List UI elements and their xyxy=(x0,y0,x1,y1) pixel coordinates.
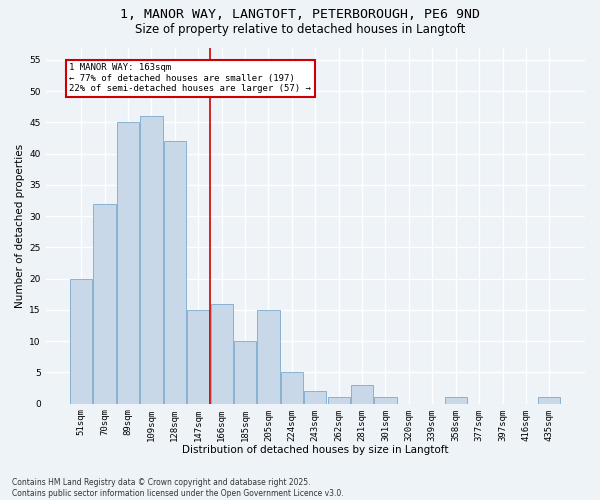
Bar xyxy=(94,204,116,404)
Bar xyxy=(117,122,139,404)
Text: Contains HM Land Registry data © Crown copyright and database right 2025.
Contai: Contains HM Land Registry data © Crown c… xyxy=(12,478,344,498)
Text: 1, MANOR WAY, LANGTOFT, PETERBOROUGH, PE6 9ND: 1, MANOR WAY, LANGTOFT, PETERBOROUGH, PE… xyxy=(120,8,480,20)
Bar xyxy=(538,398,560,404)
Bar xyxy=(445,398,467,404)
Bar xyxy=(140,116,163,404)
Bar xyxy=(211,304,233,404)
Bar xyxy=(234,341,256,404)
Y-axis label: Number of detached properties: Number of detached properties xyxy=(15,144,25,308)
Bar xyxy=(328,398,350,404)
Text: Size of property relative to detached houses in Langtoft: Size of property relative to detached ho… xyxy=(135,22,465,36)
Bar xyxy=(257,310,280,404)
X-axis label: Distribution of detached houses by size in Langtoft: Distribution of detached houses by size … xyxy=(182,445,449,455)
Bar xyxy=(281,372,303,404)
Text: 1 MANOR WAY: 163sqm
← 77% of detached houses are smaller (197)
22% of semi-detac: 1 MANOR WAY: 163sqm ← 77% of detached ho… xyxy=(70,63,311,93)
Bar xyxy=(351,385,373,404)
Bar xyxy=(304,391,326,404)
Bar xyxy=(70,278,92,404)
Bar xyxy=(374,398,397,404)
Bar xyxy=(187,310,209,404)
Bar xyxy=(164,141,186,404)
